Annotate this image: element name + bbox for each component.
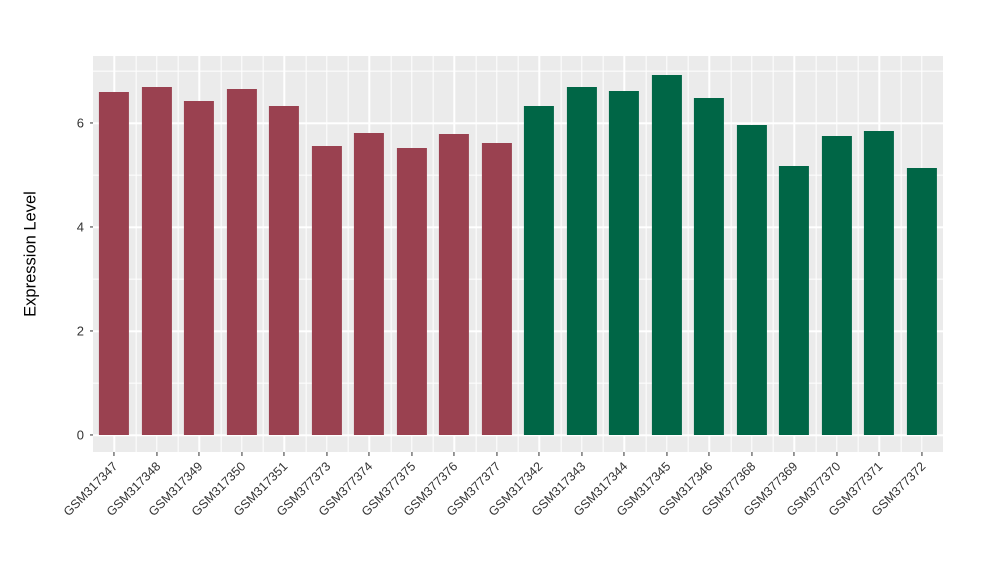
bar bbox=[566, 87, 597, 436]
bar bbox=[821, 136, 852, 436]
y-tick-mark bbox=[89, 122, 93, 124]
bar bbox=[651, 74, 682, 436]
y-tick-label: 4 bbox=[76, 219, 84, 235]
x-tick-mark bbox=[666, 452, 668, 456]
minor-gridline-v bbox=[602, 56, 604, 452]
minor-gridline-v bbox=[262, 56, 264, 452]
minor-gridline-v bbox=[900, 56, 901, 452]
x-tick-mark bbox=[368, 452, 370, 456]
bar bbox=[524, 105, 555, 436]
y-tick-mark bbox=[89, 434, 93, 436]
x-tick-mark bbox=[581, 452, 583, 456]
x-tick-mark bbox=[793, 452, 795, 456]
plot-panel bbox=[93, 56, 943, 452]
minor-gridline-v bbox=[560, 56, 561, 452]
minor-gridline-v bbox=[687, 56, 689, 452]
minor-gridline-v bbox=[517, 56, 519, 452]
x-tick-mark bbox=[921, 452, 923, 456]
bar bbox=[906, 168, 937, 436]
x-tick-mark bbox=[453, 452, 455, 456]
bar bbox=[864, 130, 895, 436]
minor-gridline-v bbox=[772, 56, 774, 452]
bar bbox=[141, 86, 172, 436]
y-tick-mark bbox=[89, 330, 93, 332]
bar bbox=[269, 106, 300, 436]
bar bbox=[779, 165, 810, 436]
minor-gridline-v bbox=[432, 56, 434, 452]
bar bbox=[184, 100, 215, 436]
y-tick-label: 6 bbox=[76, 115, 84, 131]
minor-gridline-v bbox=[305, 56, 306, 452]
minor-gridline-v bbox=[645, 56, 646, 452]
minor-gridline-v bbox=[135, 56, 136, 452]
bar bbox=[354, 133, 385, 436]
bar bbox=[311, 145, 342, 436]
minor-gridline-v bbox=[815, 56, 816, 452]
x-tick-mark bbox=[878, 452, 880, 456]
y-axis: 0 2 4 6 bbox=[0, 56, 93, 452]
minor-gridline-v bbox=[730, 56, 731, 452]
x-tick-mark bbox=[241, 452, 243, 456]
x-tick-mark bbox=[496, 452, 498, 456]
x-axis: GSM317347 GSM317348 GSM317349 GSM317350 GSM3… bbox=[61, 452, 943, 580]
minor-gridline-v bbox=[857, 56, 859, 452]
x-tick-mark bbox=[283, 452, 285, 456]
bar bbox=[439, 134, 470, 436]
y-tick-mark bbox=[89, 226, 93, 228]
bar bbox=[99, 92, 130, 436]
minor-gridline-v bbox=[347, 56, 349, 452]
minor-gridline-v bbox=[220, 56, 221, 452]
x-tick-mark bbox=[113, 452, 115, 456]
x-tick-mark bbox=[538, 452, 540, 456]
bar bbox=[736, 125, 767, 436]
minor-gridline-v bbox=[475, 56, 476, 452]
x-tick-mark bbox=[198, 452, 200, 456]
bar bbox=[226, 89, 257, 436]
x-tick-mark bbox=[708, 452, 710, 456]
bar bbox=[609, 90, 640, 436]
x-tick-mark bbox=[156, 452, 158, 456]
minor-gridline-v bbox=[177, 56, 179, 452]
bar bbox=[396, 147, 427, 436]
y-tick-label: 0 bbox=[76, 427, 84, 443]
x-tick-mark bbox=[751, 452, 753, 456]
x-tick-mark bbox=[411, 452, 413, 456]
bar bbox=[481, 143, 512, 436]
x-tick-mark bbox=[326, 452, 328, 456]
bar bbox=[694, 97, 725, 436]
minor-gridline-v bbox=[390, 56, 391, 452]
x-tick-mark bbox=[836, 452, 838, 456]
y-tick-label: 2 bbox=[76, 323, 84, 339]
x-tick-mark bbox=[623, 452, 625, 456]
